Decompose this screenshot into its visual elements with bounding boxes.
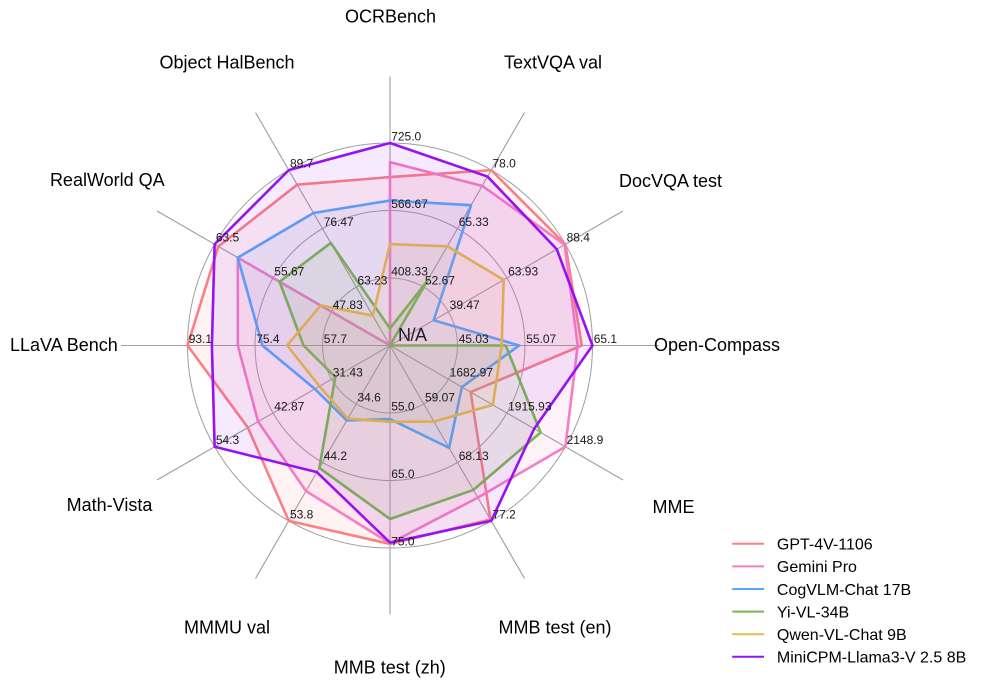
svg-text:GPT-4V-1106: GPT-4V-1106 bbox=[777, 537, 873, 554]
svg-text:1682.97: 1682.97 bbox=[450, 366, 494, 380]
svg-text:408.33: 408.33 bbox=[391, 264, 428, 278]
svg-text:89.7: 89.7 bbox=[290, 157, 314, 171]
svg-text:TextVQA val: TextVQA val bbox=[504, 53, 602, 73]
svg-text:47.83: 47.83 bbox=[333, 298, 363, 312]
svg-text:65.33: 65.33 bbox=[459, 215, 489, 229]
svg-text:55.67: 55.67 bbox=[274, 264, 304, 278]
svg-text:63.5: 63.5 bbox=[216, 231, 240, 245]
svg-text:N/A: N/A bbox=[398, 325, 427, 345]
svg-text:RealWorld QA: RealWorld QA bbox=[50, 170, 165, 190]
svg-text:MMMU val: MMMU val bbox=[184, 618, 270, 638]
svg-text:DocVQA test: DocVQA test bbox=[619, 171, 722, 191]
svg-text:Open-Compass: Open-Compass bbox=[654, 335, 780, 355]
svg-text:MMB test (zh): MMB test (zh) bbox=[334, 658, 446, 678]
svg-text:44.2: 44.2 bbox=[324, 449, 348, 463]
svg-text:55.0: 55.0 bbox=[391, 399, 415, 413]
svg-text:39.47: 39.47 bbox=[450, 298, 480, 312]
svg-text:MMB test (en): MMB test (en) bbox=[498, 618, 611, 638]
svg-text:77.2: 77.2 bbox=[492, 507, 516, 521]
svg-text:65.0: 65.0 bbox=[391, 467, 415, 481]
svg-text:68.13: 68.13 bbox=[459, 449, 489, 463]
svg-text:34.6: 34.6 bbox=[357, 390, 381, 404]
svg-text:725.0: 725.0 bbox=[391, 129, 421, 143]
svg-text:53.8: 53.8 bbox=[290, 507, 314, 521]
svg-text:2148.9: 2148.9 bbox=[567, 433, 604, 447]
svg-text:Object HalBench: Object HalBench bbox=[159, 53, 294, 73]
svg-text:55.07: 55.07 bbox=[526, 332, 556, 346]
svg-text:LLaVA Bench: LLaVA Bench bbox=[10, 335, 118, 355]
svg-text:CogVLM-Chat 17B: CogVLM-Chat 17B bbox=[777, 582, 911, 599]
svg-text:MME: MME bbox=[653, 497, 695, 517]
svg-text:Gemini Pro: Gemini Pro bbox=[777, 559, 857, 576]
svg-text:Math-Vista: Math-Vista bbox=[67, 495, 154, 515]
svg-text:Qwen-VL-Chat 9B: Qwen-VL-Chat 9B bbox=[777, 627, 907, 644]
svg-text:63.23: 63.23 bbox=[357, 273, 387, 287]
svg-text:45.03: 45.03 bbox=[459, 332, 489, 346]
svg-text:Yi-VL-34B: Yi-VL-34B bbox=[777, 604, 849, 621]
svg-text:MiniCPM-Llama3-V 2.5 8B: MiniCPM-Llama3-V 2.5 8B bbox=[777, 650, 966, 667]
svg-text:54.3: 54.3 bbox=[216, 433, 240, 447]
svg-text:88.4: 88.4 bbox=[567, 231, 591, 245]
svg-text:59.07: 59.07 bbox=[425, 390, 455, 404]
svg-text:93.1: 93.1 bbox=[189, 332, 213, 346]
svg-text:78.0: 78.0 bbox=[492, 157, 516, 171]
svg-text:76.47: 76.47 bbox=[324, 215, 354, 229]
svg-text:566.67: 566.67 bbox=[391, 197, 428, 211]
svg-text:57.7: 57.7 bbox=[324, 332, 348, 346]
svg-text:65.1: 65.1 bbox=[594, 332, 618, 346]
svg-text:OCRBench: OCRBench bbox=[345, 7, 436, 27]
svg-text:52.67: 52.67 bbox=[425, 273, 455, 287]
svg-text:1915.93: 1915.93 bbox=[508, 399, 552, 413]
svg-text:63.93: 63.93 bbox=[508, 264, 538, 278]
svg-text:75.4: 75.4 bbox=[256, 332, 280, 346]
svg-text:31.43: 31.43 bbox=[333, 366, 363, 380]
svg-text:75.0: 75.0 bbox=[391, 534, 415, 548]
svg-text:42.87: 42.87 bbox=[274, 399, 304, 413]
